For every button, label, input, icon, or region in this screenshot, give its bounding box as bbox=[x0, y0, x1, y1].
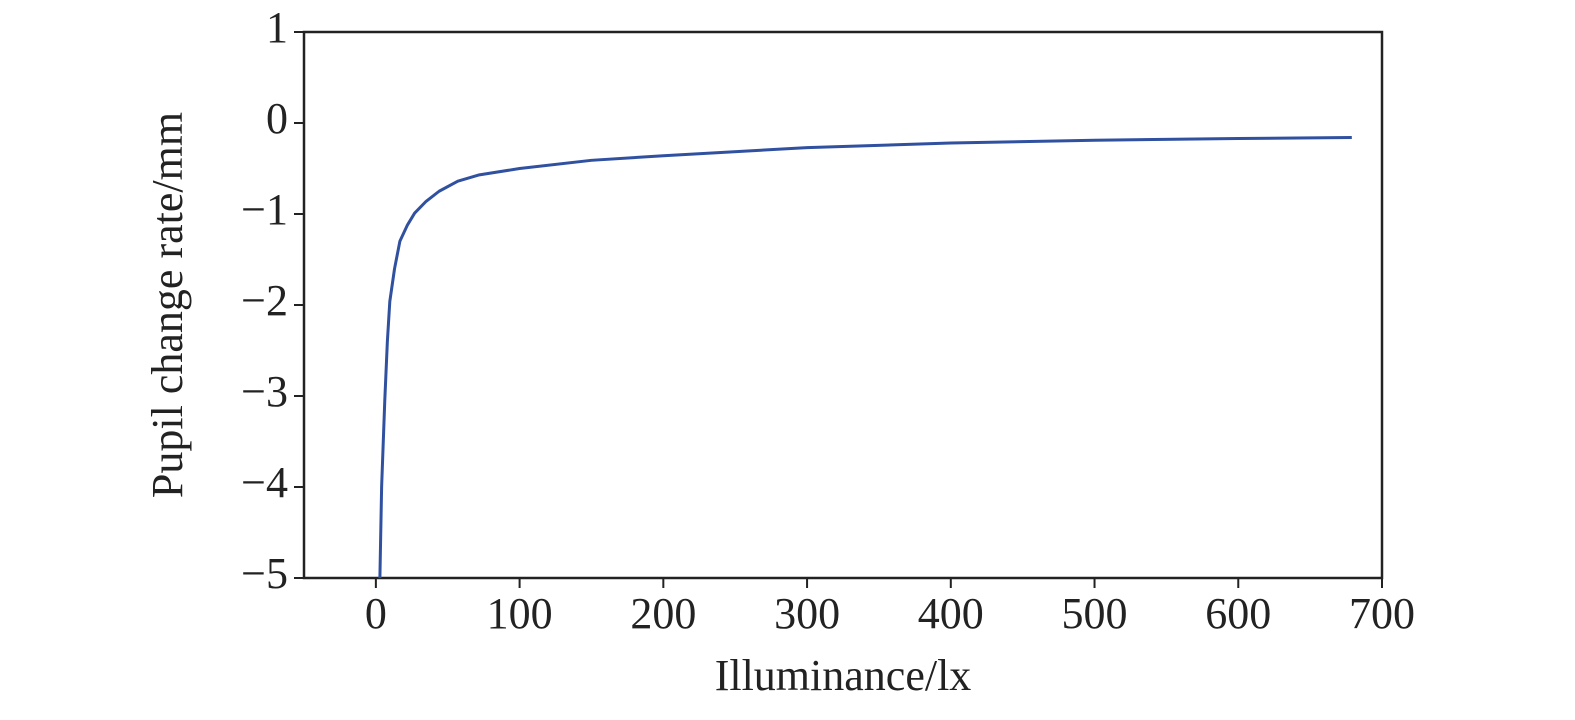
y-tick-label: −1 bbox=[241, 185, 288, 234]
plot-frame bbox=[302, 30, 1384, 580]
x-tick-label: 400 bbox=[918, 589, 984, 638]
data-line bbox=[378, 136, 1352, 579]
x-tick-label: 600 bbox=[1205, 589, 1271, 638]
x-tick-label: 200 bbox=[630, 589, 696, 638]
y-tick-label: −3 bbox=[241, 367, 288, 416]
x-tick-label: 0 bbox=[365, 589, 387, 638]
y-tick-label: 1 bbox=[266, 3, 288, 52]
y-tick-label: 0 bbox=[266, 94, 288, 143]
x-tick-label: 300 bbox=[774, 589, 840, 638]
y-axis-label: Pupil change rate/mm bbox=[143, 112, 192, 498]
y-tick-label: −2 bbox=[241, 276, 288, 325]
y-tick-label: −5 bbox=[241, 549, 288, 598]
x-axis-label: Illuminance/lx bbox=[715, 651, 972, 700]
x-tick-label: 700 bbox=[1349, 589, 1415, 638]
x-tick-label: 500 bbox=[1062, 589, 1128, 638]
x-tick-label: 100 bbox=[487, 589, 553, 638]
y-tick-label: −4 bbox=[241, 458, 288, 507]
